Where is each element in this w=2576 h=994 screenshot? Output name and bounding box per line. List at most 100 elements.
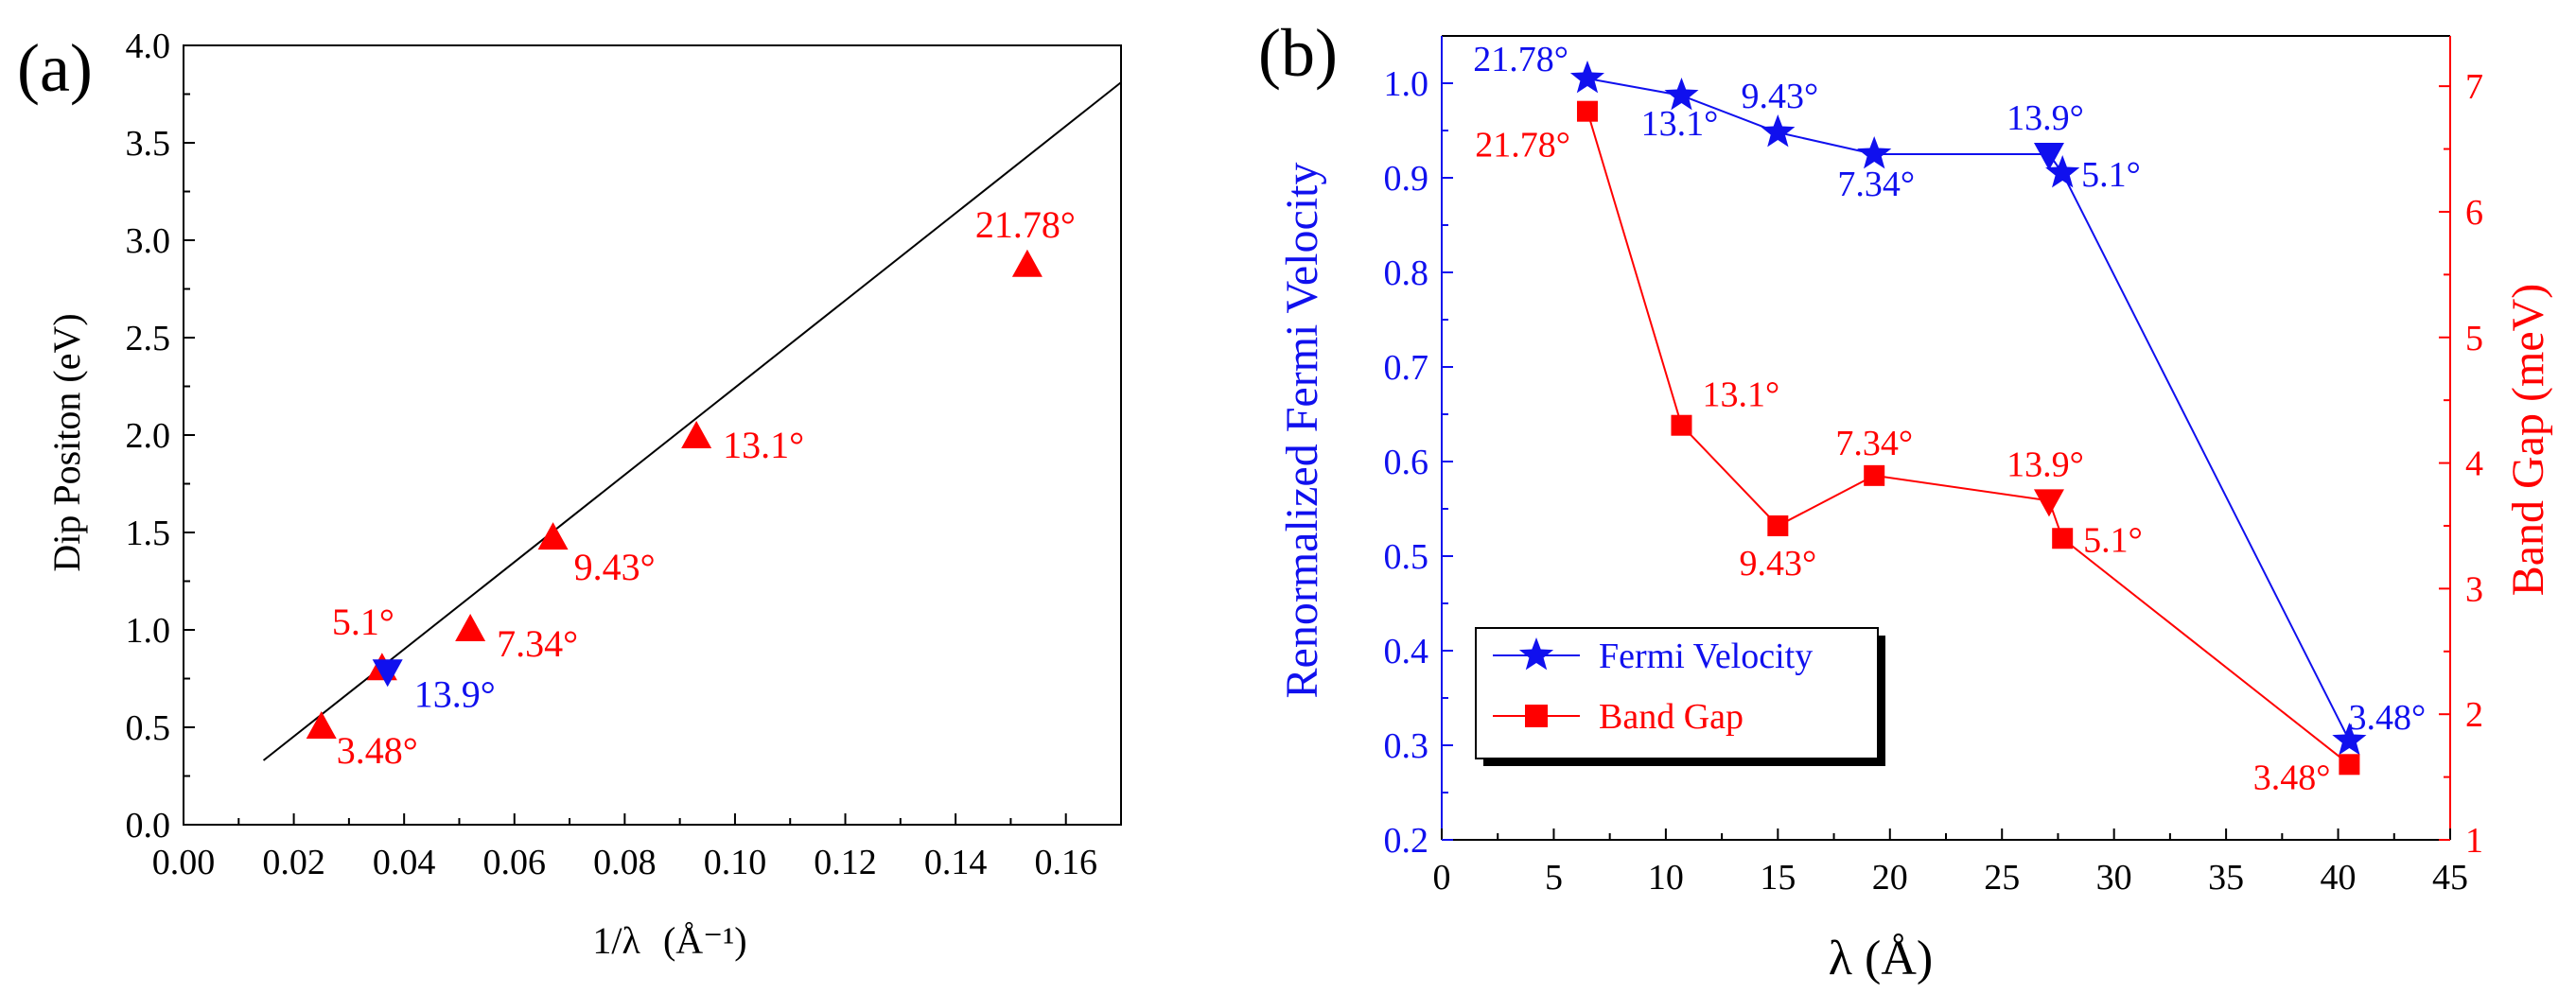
panel-a-ytick-label: 3.5 xyxy=(126,124,171,164)
panel-b-xtick-label: 40 xyxy=(2321,858,2357,898)
panel-b-ytick-right-label: 4 xyxy=(2465,445,2483,484)
panel-b-xtick-label: 45 xyxy=(2432,858,2468,898)
fermi-velocity-label: 13.9° xyxy=(2006,98,2084,138)
panel-b-ytick-left-label: 1.0 xyxy=(1384,64,1429,104)
fermi-velocity-label: 9.43° xyxy=(1741,77,1818,116)
fermi-velocity-label: 13.1° xyxy=(1641,104,1719,144)
panel-a-point xyxy=(1011,249,1043,277)
panel-a-frame xyxy=(183,44,1122,826)
legend-fermi-star-icon xyxy=(1518,637,1554,671)
panel-b-ytick-left-label: 0.8 xyxy=(1384,253,1429,293)
panel-b-ytick-right-label: 7 xyxy=(2465,67,2483,107)
panel-a-xtick-label: 0.10 xyxy=(704,843,767,882)
panel-b-ytick-left-label: 0.3 xyxy=(1384,726,1429,766)
panel-a-ytick-label: 3.0 xyxy=(126,221,171,261)
panel-b-ylabel-right: Band Gap (meV) xyxy=(2503,284,2553,597)
panel-a-label: (a) xyxy=(17,30,93,106)
panel-a-xtick-label: 0.00 xyxy=(152,843,216,882)
fermi-velocity-label: 5.1° xyxy=(2081,155,2141,195)
band-gap-label: 7.34° xyxy=(1835,424,1913,463)
band-gap-label: 5.1° xyxy=(2083,520,2143,560)
panel-b-ylabel-left: Renormalized Fermi Velocity xyxy=(1277,163,1327,699)
fermi-velocity-label: 3.48° xyxy=(2349,698,2427,738)
panel-b-xlabel: λ (Å) xyxy=(1829,932,1933,985)
fermi-velocity-point xyxy=(2045,155,2080,188)
panel-a-point xyxy=(455,614,486,641)
panel-a-point xyxy=(372,659,403,688)
panel-b-plot: 0 5 10 15 20 25 30 35 40 450.20.30.40.50.60.70.80… xyxy=(1384,35,2483,898)
panel-b-xtick-label: 30 xyxy=(2096,858,2132,898)
panel-b-ytick-left-label: 0.9 xyxy=(1384,159,1429,199)
panel-b-ytick-left-label: 0.4 xyxy=(1384,632,1429,671)
panel-a-xtick-label: 0.06 xyxy=(483,843,547,882)
panel-a-ytick-label: 1.5 xyxy=(126,514,171,553)
panel-a-ytick-label: 0.0 xyxy=(126,806,171,846)
band-gap-point xyxy=(1864,464,1885,486)
fermi-velocity-label: 7.34° xyxy=(1837,165,1915,204)
panel-a-xtick-label: 0.14 xyxy=(924,843,988,882)
panel-b-ytick-right-label: 6 xyxy=(2465,193,2483,233)
panel-a-ytick-label: 1.0 xyxy=(126,611,171,651)
panel-b-xtick-label: 25 xyxy=(1984,858,2020,898)
panel-a-fit-line xyxy=(262,81,1122,761)
panel-b-xtick-label: 35 xyxy=(2208,858,2244,898)
panel-a-point xyxy=(537,522,569,550)
fermi-velocity-point xyxy=(2033,143,2064,170)
panel-a-ytick-label: 4.0 xyxy=(126,26,171,66)
fermi-velocity-label: 21.78° xyxy=(1473,40,1568,79)
band-gap-label: 3.48° xyxy=(2253,758,2331,797)
panel-b-ytick-left-label: 0.6 xyxy=(1384,443,1429,482)
panel-a-point-label: 21.78° xyxy=(975,203,1076,246)
fermi-velocity-point xyxy=(2332,723,2367,756)
panel-a-point-label: 9.43° xyxy=(574,546,656,588)
panel-b-xtick-label: 0 xyxy=(1433,858,1451,898)
fermi-velocity-point xyxy=(1761,114,1796,148)
panel-a-xtick-label: 0.08 xyxy=(593,843,657,882)
band-gap-point xyxy=(2339,754,2360,776)
panel-b-ytick-right-label: 1 xyxy=(2465,821,2483,861)
panel-a-ytick-label: 0.5 xyxy=(126,708,171,748)
legend: Fermi Velocity Band Gap xyxy=(1475,627,1885,766)
band-gap-label: 13.9° xyxy=(2006,445,2084,484)
panel-b-label: (b) xyxy=(1258,15,1338,91)
band-gap-label: 21.78° xyxy=(1475,126,1570,166)
fermi-velocity-point xyxy=(1569,61,1604,94)
band-gap-point xyxy=(1671,414,1692,436)
panel-a-point-label: 7.34° xyxy=(497,622,578,665)
panel-b-ytick-right-label: 5 xyxy=(2465,319,2483,358)
band-gap-label: 13.1° xyxy=(1702,375,1779,415)
panel-b-ytick-left-label: 0.5 xyxy=(1384,537,1429,577)
band-gap-point xyxy=(2052,528,2074,549)
panel-a-xtick-label: 0.16 xyxy=(1034,843,1097,882)
band-gap-point xyxy=(2033,489,2064,517)
legend-gap-square-icon xyxy=(1525,705,1548,727)
panel-b-ytick-left-label: 0.2 xyxy=(1384,821,1429,861)
panel-b-xtick-label: 20 xyxy=(1872,858,1908,898)
panel-a-point xyxy=(306,711,337,739)
panel-a-xlabel: 1/λ (Å⁻¹) xyxy=(592,919,746,962)
panel-a-ytick-label: 2.0 xyxy=(126,416,171,456)
legend-fermi-label: Fermi Velocity xyxy=(1599,637,1813,676)
panel-a-ylabel: Dip Positon (eV) xyxy=(45,313,88,571)
panel-b-ytick-left-label: 0.7 xyxy=(1384,348,1429,388)
panel-b-ytick-right-label: 3 xyxy=(2465,569,2483,609)
panel-b-xtick-label: 5 xyxy=(1545,858,1563,898)
panel-a-point-label: 13.1° xyxy=(723,424,804,466)
fermi-velocity-point xyxy=(1857,136,1892,169)
panel-b-xtick-label: 15 xyxy=(1760,858,1796,898)
panel-a-point xyxy=(681,421,712,449)
panel-a-point-label: 5.1° xyxy=(332,601,394,643)
fermi-velocity-point xyxy=(1664,78,1699,111)
panel-a-plot: 0.00 0.02 0.04 0.06 0.08 0.10 0.12 0.14 0.16 0.0 0… xyxy=(126,26,1122,882)
panel-a-xlabel-unit: (Å⁻¹) xyxy=(663,919,747,962)
panel-a-ytick-label: 2.5 xyxy=(126,319,171,358)
band-gap-point xyxy=(1767,514,1789,536)
panel-a-xlabel-var: 1/λ xyxy=(592,919,640,962)
legend-gap-label: Band Gap xyxy=(1599,697,1744,737)
panel-b-xtick-label: 10 xyxy=(1648,858,1684,898)
panel-a-xtick-label: 0.02 xyxy=(262,843,325,882)
panel-a-point-label: 13.9° xyxy=(414,672,496,715)
band-gap-label: 9.43° xyxy=(1739,544,1816,584)
panel-a-xtick-label: 0.12 xyxy=(814,843,877,882)
